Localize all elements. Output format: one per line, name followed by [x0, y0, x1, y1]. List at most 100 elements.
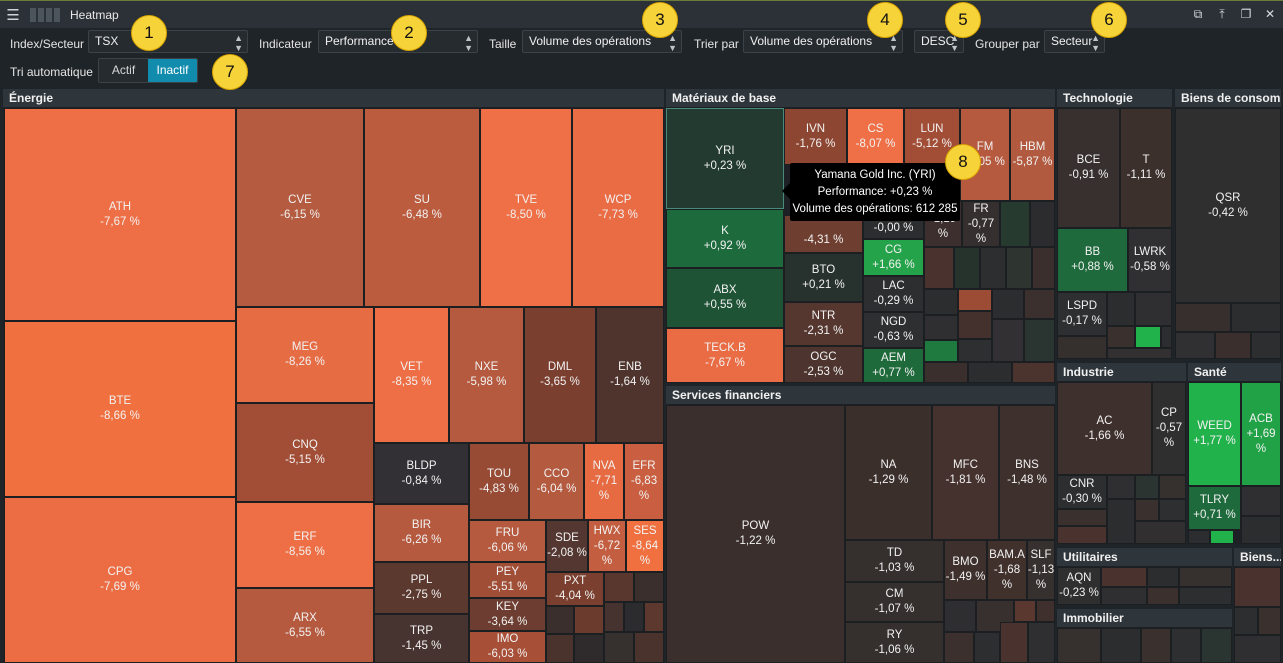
heatmap-tile[interactable]: POW -1,22 % [666, 405, 845, 663]
size-select[interactable]: Volume des opérations ▲ ▼ [522, 30, 682, 53]
heatmap-mini-tile[interactable] [1135, 521, 1186, 544]
heatmap-mini-tile[interactable] [546, 634, 574, 663]
heatmap-tile[interactable]: DML -3,65 % [524, 307, 596, 443]
heatmap-mini-tile[interactable] [1234, 635, 1281, 663]
heatmap-tile[interactable]: TD -1,03 % [845, 540, 944, 582]
heatmap-mini-tile[interactable] [1147, 587, 1179, 605]
heatmap-mini-tile[interactable] [1175, 303, 1231, 332]
heatmap-tile[interactable]: BIR -6,26 % [374, 504, 469, 562]
heatmap-tile[interactable]: FRU -6,06 % [469, 520, 546, 562]
heatmap-mini-tile[interactable] [1107, 348, 1172, 359]
heatmap-mini-tile[interactable] [574, 634, 604, 663]
heatmap-tile[interactable]: SLF -1,13 % [1027, 540, 1055, 600]
index-select[interactable]: TSX ▲ ▼ [88, 30, 248, 53]
grip-icon[interactable] [30, 7, 60, 22]
heatmap-mini-tile[interactable] [1057, 628, 1101, 663]
heatmap-tile[interactable]: SU -6,48 % [364, 108, 480, 307]
heatmap-tile[interactable]: BTO +0,21 % [784, 253, 863, 302]
heatmap-mini-tile[interactable] [1175, 332, 1215, 359]
heatmap-tile[interactable]: CM -1,07 % [845, 582, 944, 622]
heatmap-mini-tile[interactable] [1241, 486, 1281, 516]
heatmap-mini-tile[interactable] [992, 319, 1024, 362]
heatmap-mini-tile[interactable] [1141, 628, 1171, 663]
heatmap-mini-tile[interactable] [604, 572, 634, 602]
heatmap-tile[interactable]: CPG -7,69 % [4, 497, 236, 663]
heatmap-mini-tile[interactable] [1107, 499, 1135, 544]
heatmap-tile[interactable]: YRI +0,23 % [666, 108, 784, 209]
heatmap-mini-tile[interactable] [1107, 292, 1135, 326]
heatmap-mini-tile[interactable] [954, 247, 980, 289]
heatmap-mini-tile[interactable] [958, 311, 992, 339]
heatmap-tile[interactable]: ARX -6,55 % [236, 588, 374, 663]
heatmap-tile[interactable]: BB +0,88 % [1057, 228, 1128, 292]
heatmap-mini-tile[interactable] [1006, 247, 1032, 289]
heatmap-tile[interactable]: SES -8,64 % [626, 520, 664, 572]
heatmap-tile[interactable]: PEY -5,51 % [469, 562, 546, 598]
heatmap-tile[interactable]: BLDP -0,84 % [374, 443, 469, 504]
heatmap-tile[interactable]: CG +1,66 % [863, 239, 924, 276]
heatmap-tile[interactable]: QSR -0,42 % [1175, 108, 1281, 303]
heatmap-mini-tile[interactable] [944, 600, 976, 632]
heatmap-tile[interactable]: NA -1,29 % [845, 405, 932, 540]
heatmap-tile[interactable]: ERF -8,56 % [236, 502, 374, 588]
heatmap-tile[interactable]: ATH -7,67 % [4, 108, 236, 321]
heatmap-mini-tile[interactable] [924, 340, 958, 362]
heatmap-mini-tile[interactable] [1024, 319, 1055, 362]
heatmap-tile[interactable]: LSPD -0,17 % [1057, 292, 1107, 336]
heatmap-tile[interactable]: K +0,92 % [666, 209, 784, 268]
heatmap-tile[interactable]: NTR -2,31 % [784, 302, 863, 346]
heatmap-mini-tile[interactable] [1179, 567, 1232, 587]
heatmap-tile[interactable]: -4,31 % [784, 215, 863, 253]
heatmap-mini-tile[interactable] [1135, 326, 1161, 348]
heatmap-tile[interactable]: CS -8,07 % [847, 108, 904, 165]
heatmap-tile[interactable]: CNQ -5,15 % [236, 403, 374, 502]
heatmap-mini-tile[interactable] [1024, 289, 1055, 319]
heatmap-tile[interactable]: BMO -1,49 % [944, 540, 987, 600]
order-select[interactable]: DESC ▲ ▼ [914, 30, 964, 53]
heatmap-tile[interactable]: WEED +1,77 % [1188, 382, 1241, 486]
heatmap-tile[interactable]: BTE -8,66 % [4, 321, 236, 497]
heatmap-tile[interactable]: PXT -4,04 % [546, 572, 604, 606]
sort-select[interactable]: Volume des opérations ▲ ▼ [743, 30, 903, 53]
heatmap-mini-tile[interactable] [1210, 530, 1234, 544]
heatmap-mini-tile[interactable] [1215, 332, 1251, 359]
heatmap-tile[interactable]: EFR -6,83 % [624, 443, 664, 520]
heatmap-mini-tile[interactable] [924, 247, 954, 289]
heatmap-mini-tile[interactable] [974, 632, 1000, 663]
heatmap-mini-tile[interactable] [944, 632, 974, 663]
heatmap-mini-tile[interactable] [1057, 336, 1107, 359]
heatmap-tile[interactable]: T -1,11 % [1120, 108, 1172, 228]
auto-sort-toggle[interactable]: Actif Inactif [98, 58, 198, 83]
heatmap-tile[interactable]: ACB +1,69 % [1241, 382, 1281, 486]
heatmap-mini-tile[interactable] [1251, 332, 1281, 359]
restore-icon[interactable]: ❐ [1240, 7, 1252, 21]
heatmap-mini-tile[interactable] [634, 632, 664, 663]
menu-icon[interactable]: ☰ [6, 6, 20, 24]
heatmap-tile[interactable]: KEY -3,64 % [469, 598, 546, 631]
heatmap-tile[interactable]: TECK.B -7,67 % [666, 328, 784, 383]
heatmap-tile[interactable]: IMO -6,03 % [469, 631, 546, 663]
heatmap-mini-tile[interactable] [1101, 587, 1147, 605]
heatmap-tile[interactable]: BNS -1,48 % [999, 405, 1055, 540]
heatmap-mini-tile[interactable] [634, 572, 664, 602]
heatmap-mini-tile[interactable] [1014, 600, 1036, 622]
heatmap-mini-tile[interactable] [1234, 607, 1258, 635]
heatmap-tile[interactable]: PPL -2,75 % [374, 562, 469, 614]
heatmap-mini-tile[interactable] [1107, 475, 1135, 499]
pin-icon[interactable]: ⤒ [1219, 7, 1225, 21]
heatmap-tile[interactable]: CVE -6,15 % [236, 108, 364, 307]
heatmap-tile[interactable]: NVA -7,71 % [584, 443, 624, 520]
heatmap-mini-tile[interactable] [924, 289, 958, 315]
heatmap-mini-tile[interactable] [924, 315, 958, 340]
heatmap-mini-tile[interactable] [1241, 516, 1281, 544]
heatmap-mini-tile[interactable] [1231, 303, 1281, 332]
heatmap-mini-tile[interactable] [968, 362, 1012, 383]
heatmap-mini-tile[interactable] [604, 632, 634, 663]
heatmap-mini-tile[interactable] [1234, 567, 1281, 607]
heatmap-mini-tile[interactable] [958, 339, 992, 362]
heatmap-tile[interactable]: SDE -2,08 % [546, 520, 588, 572]
heatmap-tile[interactable]: FR -0,77 % [962, 201, 1000, 247]
heatmap-mini-tile[interactable] [958, 289, 992, 311]
heatmap-mini-tile[interactable] [1147, 567, 1179, 587]
heatmap-tile[interactable]: VET -8,35 % [374, 307, 449, 443]
